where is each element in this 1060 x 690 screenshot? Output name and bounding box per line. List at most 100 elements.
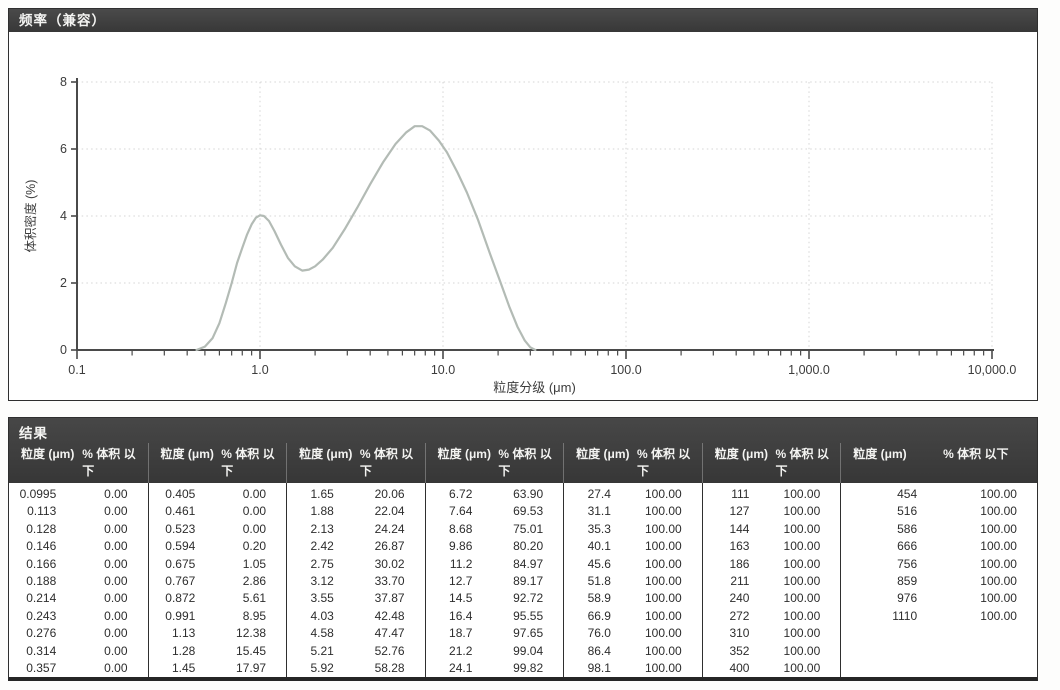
table-row: 127 100.00 xyxy=(703,503,841,520)
size-value-cell: 352 xyxy=(729,643,750,658)
size-value-cell: 666 xyxy=(897,539,918,554)
size-value-cell: 0.146 xyxy=(26,539,57,554)
volume-under-value-cell: 100.00 xyxy=(645,539,682,554)
frequency-distribution-chart: 0 2 4 6 8 0.1 1.0 10.0 100.0 1,000.0 10,000.0 体积密度 … xyxy=(23,75,1017,416)
volume-under-value-cell: 100.00 xyxy=(980,504,1017,519)
y-tick-label: 6 xyxy=(60,142,67,156)
x-tick-label: 0.1 xyxy=(68,363,85,377)
size-value-cell: 7.64 xyxy=(449,504,473,519)
table-row: 0.991 8.95 xyxy=(149,608,287,625)
table-row: 0.113 0.00 xyxy=(9,503,148,520)
size-value-cell: 0.128 xyxy=(26,521,57,536)
size-value-cell: 8.68 xyxy=(449,521,473,536)
table-row: 76.0 100.00 xyxy=(564,625,702,642)
volume-under-value-cell: 80.20 xyxy=(513,539,544,554)
table-row: 859 100.00 xyxy=(841,573,1037,590)
size-value-cell: 11.2 xyxy=(449,556,473,571)
column-group-header: 粒度 (μm) % 体积 以下 xyxy=(701,443,841,483)
size-value-cell: 58.9 xyxy=(587,591,611,606)
volume-under-value-cell: 100.00 xyxy=(980,487,1017,501)
table-row: 2.13 24.24 xyxy=(287,521,425,538)
table-row: 1.65 20.06 xyxy=(287,486,425,503)
size-value-cell: 976 xyxy=(897,591,918,606)
column-group-header: 粒度 (μm) % 体积 以下 xyxy=(147,443,287,483)
table-row: 0.314 0.00 xyxy=(9,643,148,660)
x-tick-label: 10,000.0 xyxy=(968,363,1017,377)
volume-under-value-cell: 37.87 xyxy=(374,591,405,606)
size-value-cell: 272 xyxy=(729,608,750,623)
table-row: 454 100.00 xyxy=(841,486,1037,503)
size-value-cell: 0.214 xyxy=(26,591,57,606)
table-row: 0.675 1.05 xyxy=(149,556,287,573)
table-row: 0.243 0.00 xyxy=(9,608,148,625)
volume-under-value-cell: 99.82 xyxy=(513,660,544,675)
table-row: 516 100.00 xyxy=(841,503,1037,520)
size-value-cell: 1110 xyxy=(892,608,918,623)
table-column-group: 0.405 0.00 0.461 0.00 0.523 0.00 0.594 0.20 0.67… xyxy=(147,483,287,678)
size-value-cell: 98.1 xyxy=(587,660,611,675)
size-value-cell: 0.113 xyxy=(27,504,57,519)
volume-under-value-cell: 24.24 xyxy=(374,521,405,536)
volume-under-value-cell: 15.45 xyxy=(236,643,267,658)
volume-under-value-cell: 0.00 xyxy=(104,626,128,641)
table-row: 31.1 100.00 xyxy=(564,503,702,520)
table-row: 0.214 0.00 xyxy=(9,590,148,607)
table-row: 21.2 99.04 xyxy=(426,643,564,660)
size-value-cell: 127 xyxy=(729,504,750,519)
size-value-cell: 586 xyxy=(897,521,918,536)
table-row: 40.1 100.00 xyxy=(564,538,702,555)
column-group-header: 粒度 (μm) % 体积 以下 xyxy=(840,443,1037,483)
table-row: 0.0995 0.00 xyxy=(9,486,148,503)
size-value-cell: 3.55 xyxy=(310,591,334,606)
size-value-cell: 0.166 xyxy=(26,556,57,571)
x-axis-title: 粒度分级 (μm) xyxy=(493,380,576,395)
volume-under-value-cell: 17.97 xyxy=(236,660,267,675)
size-value-cell: 86.4 xyxy=(587,643,611,658)
column-group-header: 粒度 (μm) % 体积 以下 xyxy=(424,443,564,483)
volume-under-value-cell: 100.00 xyxy=(980,591,1017,606)
size-value-cell: 27.4 xyxy=(587,487,611,501)
size-value-cell: 310 xyxy=(729,626,750,641)
volume-under-value-cell: 89.17 xyxy=(513,573,544,588)
volume-under-value-cell: 0.00 xyxy=(104,573,128,588)
volume-under-column-header: % 体积 以下 xyxy=(498,447,552,478)
volume-under-value-cell: 0.00 xyxy=(104,591,128,606)
table-row: 4.03 42.48 xyxy=(287,608,425,625)
size-value-cell: 400 xyxy=(729,660,750,675)
size-column-header: 粒度 (μm) xyxy=(160,447,214,461)
volume-under-value-cell: 100.00 xyxy=(980,608,1017,623)
volume-under-value-cell: 100.00 xyxy=(980,556,1017,571)
y-tick-label: 0 xyxy=(60,343,67,357)
table-row: 6.72 63.90 xyxy=(426,486,564,503)
size-column-header: 粒度 (μm) xyxy=(714,447,769,461)
chart-panel-header: 频率（兼容） xyxy=(9,9,1037,32)
table-column-group: 27.4 100.00 31.1 100.00 35.3 100.00 40.1 100.00… xyxy=(563,483,702,678)
size-value-cell: 2.13 xyxy=(310,521,334,536)
table-row: 18.7 97.65 xyxy=(426,625,564,642)
table-row: 0.767 2.86 xyxy=(149,573,287,590)
size-value-cell: 5.92 xyxy=(310,660,334,675)
volume-under-value-cell: 47.47 xyxy=(374,626,405,641)
table-row: 211 100.00 xyxy=(703,573,841,590)
distribution-curve xyxy=(195,125,537,352)
table-row: 0.872 5.61 xyxy=(149,590,287,607)
x-tick-label: 10.0 xyxy=(431,363,455,377)
results-panel: 结果 粒度 (μm)% 体积 以下 粒度 (μm)% 体积 以下 粒度 (μm)% … xyxy=(8,417,1038,681)
size-value-cell: 2.75 xyxy=(310,556,334,571)
size-value-cell: 40.1 xyxy=(587,539,611,554)
volume-under-value-cell: 100.00 xyxy=(645,608,682,623)
volume-under-value-cell: 0.00 xyxy=(104,556,128,571)
volume-under-column-header: % 体积 以下 xyxy=(82,447,136,478)
x-tick-label: 1.0 xyxy=(251,363,268,377)
size-value-cell: 0.594 xyxy=(165,539,196,554)
volume-under-value-cell: 100.00 xyxy=(783,660,821,675)
table-row: 0.405 0.00 xyxy=(149,486,287,503)
table-row: 35.3 100.00 xyxy=(564,521,702,538)
table-row: 66.9 100.00 xyxy=(564,608,702,625)
size-value-cell: 1.45 xyxy=(171,660,196,675)
size-value-cell: 3.12 xyxy=(310,573,334,588)
table-row: 310 100.00 xyxy=(703,625,841,642)
table-row: 27.4 100.00 xyxy=(564,486,702,503)
volume-under-value-cell: 63.90 xyxy=(513,487,544,501)
size-value-cell: 45.6 xyxy=(587,556,611,571)
